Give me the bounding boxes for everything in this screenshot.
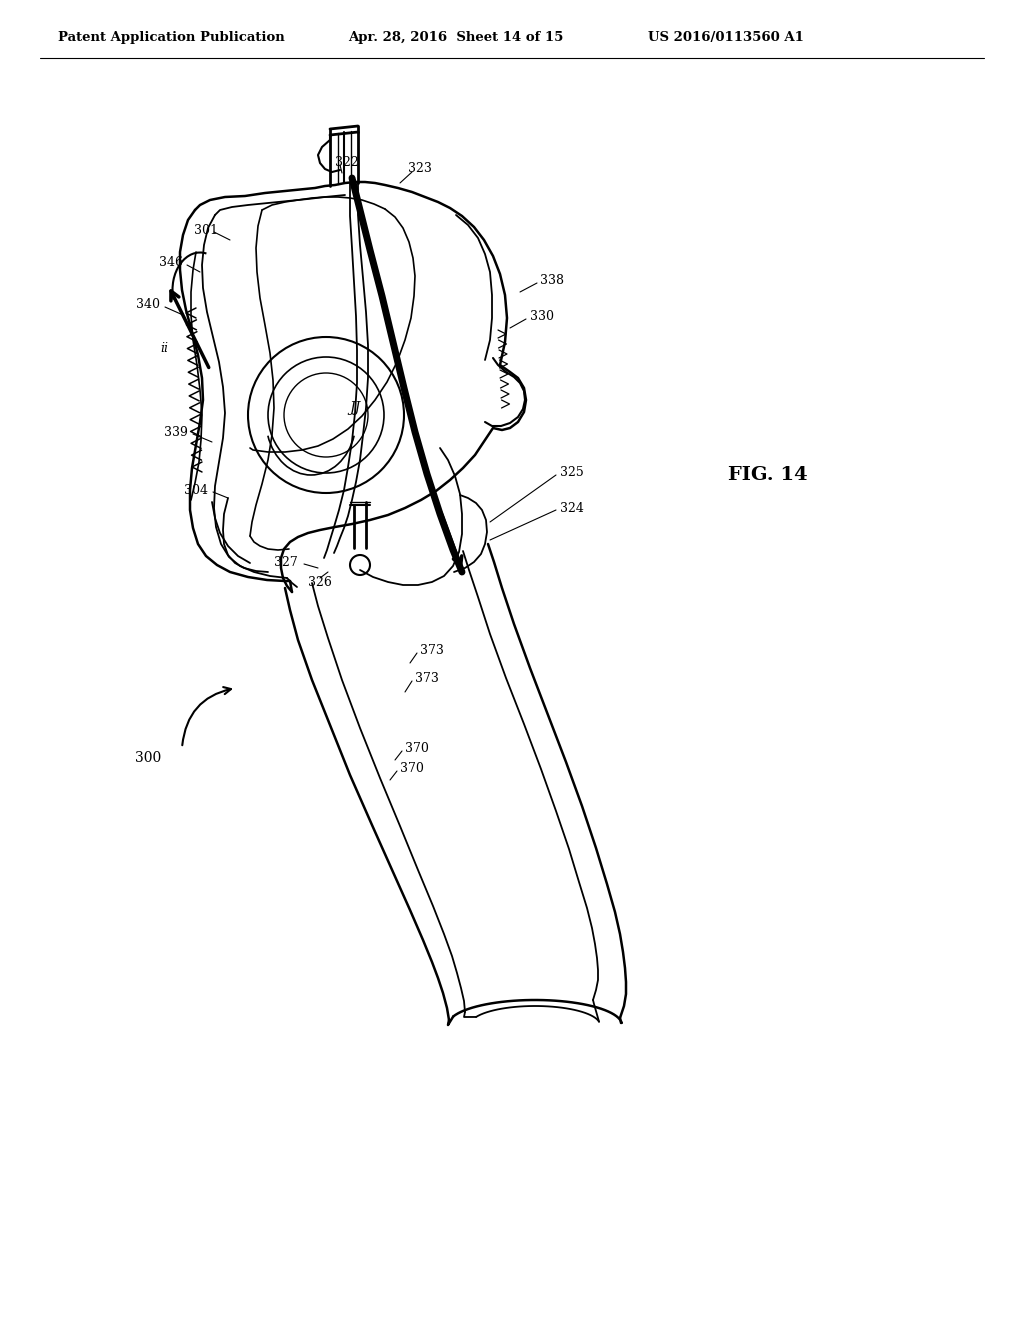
Text: 304: 304 (184, 483, 208, 496)
Text: 326: 326 (308, 576, 332, 589)
Text: 373: 373 (415, 672, 439, 685)
Text: 338: 338 (540, 273, 564, 286)
Text: 322: 322 (335, 157, 358, 169)
Text: 323: 323 (408, 161, 432, 174)
Text: 324: 324 (560, 502, 584, 515)
Text: Apr. 28, 2016  Sheet 14 of 15: Apr. 28, 2016 Sheet 14 of 15 (348, 32, 563, 45)
Text: 373: 373 (420, 644, 443, 656)
Text: JJ: JJ (349, 401, 360, 414)
Text: 301: 301 (194, 223, 218, 236)
Text: 327: 327 (274, 556, 298, 569)
Text: ii: ii (160, 342, 168, 355)
Text: 330: 330 (530, 309, 554, 322)
Text: 325: 325 (560, 466, 584, 479)
Text: 346: 346 (159, 256, 183, 268)
Text: Patent Application Publication: Patent Application Publication (58, 32, 285, 45)
Text: US 2016/0113560 A1: US 2016/0113560 A1 (648, 32, 804, 45)
Text: FIG. 14: FIG. 14 (728, 466, 808, 484)
Text: 300: 300 (135, 751, 161, 766)
Text: 339: 339 (164, 425, 188, 438)
Text: 340: 340 (136, 298, 160, 312)
Text: 370: 370 (406, 742, 429, 755)
Text: 370: 370 (400, 762, 424, 775)
